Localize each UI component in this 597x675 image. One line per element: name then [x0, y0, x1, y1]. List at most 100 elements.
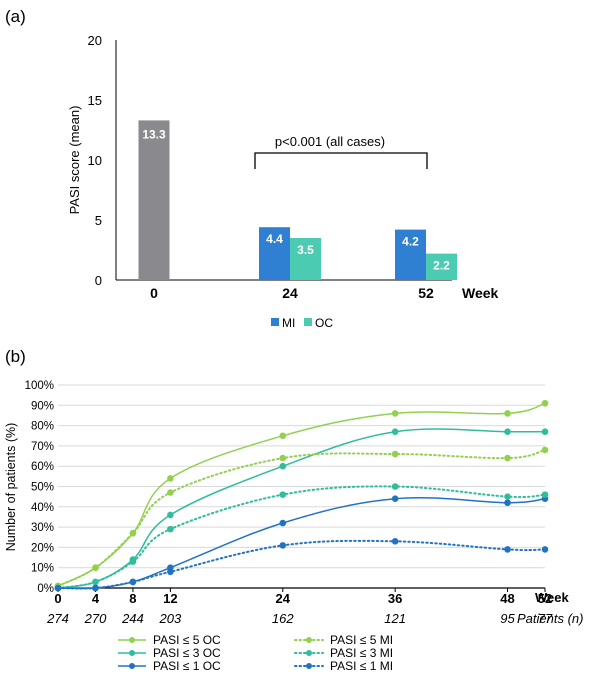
line-chart-x-tick-label: 48 — [500, 591, 514, 606]
patients-count-label: 244 — [121, 611, 144, 626]
bar-chart-y-tick-label: 5 — [95, 213, 102, 228]
legend-marker — [129, 650, 135, 656]
patients-count-label: 77 — [538, 611, 553, 626]
data-point — [92, 578, 99, 586]
series-line-4 — [57, 485, 546, 589]
data-point — [391, 450, 399, 458]
line-chart-y-tick-label: 0% — [37, 583, 54, 595]
bar-chart-y-tick-label: 15 — [88, 93, 102, 108]
data-point — [129, 558, 137, 565]
data-point — [391, 483, 399, 490]
line-chart-x-tick-label: 12 — [163, 591, 177, 606]
patients-count-label: 95 — [500, 611, 515, 626]
bar-chart-x-tick-label: 24 — [282, 285, 298, 301]
legend-marker — [306, 637, 312, 643]
line-chart-y-tick-label: 60% — [31, 461, 54, 473]
bar-data-label: 2.2 — [433, 259, 450, 273]
data-point — [279, 454, 287, 462]
data-point — [279, 462, 287, 470]
line-chart-y-tick-label: 50% — [31, 482, 54, 494]
line-chart-y-tick-label: 20% — [31, 542, 54, 554]
line-chart-x-tick-label: 0 — [54, 591, 61, 606]
line-chart-x-axis-label: Week — [535, 590, 569, 605]
bar-chart-y-tick-label: 20 — [88, 33, 102, 48]
significance-bracket — [254, 152, 428, 169]
data-point — [92, 584, 99, 592]
data-point — [167, 475, 174, 482]
legend-label: PASI ≤ 1 MI — [330, 659, 393, 673]
data-point — [279, 519, 287, 527]
line-chart-y-tick-label: 40% — [31, 502, 54, 514]
data-point — [167, 525, 174, 533]
line-chart-y-tick-label: 90% — [31, 400, 54, 412]
bar-oc-week-24 — [290, 238, 321, 280]
data-point — [391, 428, 399, 435]
bar-chart-x-tick-label: 0 — [150, 285, 158, 301]
legend-label: PASI ≤ 3 MI — [330, 646, 393, 660]
line-chart-x-tick-label: 52 — [538, 591, 552, 606]
bar-mi-week-24 — [259, 227, 290, 280]
data-point — [391, 495, 399, 502]
data-point — [279, 432, 287, 440]
line-chart-y-tick-label: 30% — [31, 522, 54, 534]
patients-count-label: 162 — [272, 611, 294, 626]
line-chart-x-tick-label: 8 — [129, 591, 136, 606]
bar-data-label: 3.5 — [297, 243, 314, 257]
bar-chart-pasi-score: PASI score (mean) Week p<0.001 (all case… — [67, 33, 499, 330]
bar-mi-week-52 — [395, 229, 426, 280]
legend-label-mi: MI — [282, 316, 295, 330]
patients-count-label: 203 — [159, 611, 182, 626]
legend-marker — [129, 637, 135, 643]
series-line-3 — [57, 449, 546, 587]
patients-count-label: 274 — [46, 611, 69, 626]
data-point — [504, 546, 511, 553]
data-point — [167, 511, 174, 519]
line-chart-y-tick-label: 70% — [31, 441, 54, 453]
patients-count-label: 121 — [384, 611, 406, 626]
bar-data-label: 13.3 — [142, 127, 166, 141]
legend-marker — [129, 663, 135, 669]
series-line-5 — [57, 539, 546, 590]
legend-swatch-oc — [304, 318, 312, 326]
bar-data-label: 4.4 — [266, 232, 283, 246]
panel-a-label: (a) — [5, 7, 26, 26]
data-point — [92, 564, 99, 571]
bar-chart-y-tick-label: 0 — [95, 273, 102, 288]
data-point — [54, 584, 62, 592]
data-point — [541, 428, 549, 435]
bar-data-label: 4.2 — [402, 235, 419, 249]
line-chart-y-tick-label: 80% — [31, 421, 54, 433]
data-point — [504, 493, 511, 500]
bar-oc-week-52 — [426, 253, 457, 280]
data-point — [167, 568, 174, 576]
bar-chart-y-tick-label: 10 — [88, 153, 102, 168]
data-point — [541, 546, 549, 553]
legend-label-oc: OC — [315, 316, 333, 330]
line-chart-x-tick-label: 36 — [388, 591, 402, 606]
data-point — [391, 538, 399, 545]
p-value-annotation: p<0.001 (all cases) — [275, 134, 385, 149]
data-point — [504, 499, 511, 507]
series-line-2 — [57, 496, 546, 590]
data-point — [541, 399, 549, 407]
legend-label: PASI ≤ 1 OC — [153, 659, 221, 673]
series-line-0 — [57, 402, 546, 587]
data-point — [504, 428, 511, 435]
data-point — [129, 578, 137, 586]
data-point — [279, 542, 287, 549]
legend-label: PASI ≤ 5 MI — [330, 633, 393, 647]
bar-chart-y-axis-label: PASI score (mean) — [67, 106, 82, 215]
patients-count-label: 270 — [84, 611, 107, 626]
legend-label: PASI ≤ 3 OC — [153, 646, 221, 660]
data-point — [129, 529, 137, 537]
bar-week-0 — [138, 120, 170, 281]
data-point — [279, 491, 287, 498]
legend-swatch-mi — [271, 318, 279, 326]
line-chart-x-tick-label: 24 — [276, 591, 291, 606]
bar-chart-x-tick-label: 52 — [418, 285, 434, 301]
line-chart-y-axis-label: Number of patients (%) — [4, 423, 18, 552]
data-point — [391, 410, 399, 417]
bar-chart-x-axis-label: Week — [462, 285, 499, 301]
line-chart-pasi-response: Number of patients (%) Week Patients (n)… — [4, 380, 583, 673]
